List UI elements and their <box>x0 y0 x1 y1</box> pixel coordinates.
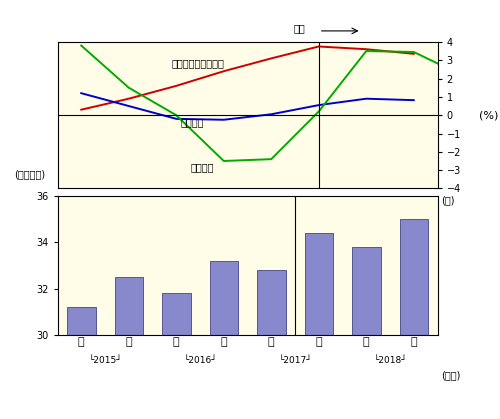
Bar <box>114 277 143 335</box>
Bar <box>352 247 380 335</box>
Text: └2016┘: └2016┘ <box>183 356 217 365</box>
Text: 設備投賄: 設備投賄 <box>190 162 214 172</box>
Text: 予測: 予測 <box>294 23 306 33</box>
Bar <box>304 233 333 335</box>
Bar <box>162 293 190 335</box>
Text: └2018┘: └2018┘ <box>373 356 407 365</box>
Text: └2015┘: └2015┘ <box>88 356 122 365</box>
Text: 特別積合せトラック: 特別積合せトラック <box>172 58 224 68</box>
Text: (期): (期) <box>442 196 455 206</box>
Bar <box>257 270 286 335</box>
Text: (百万トン): (百万トン) <box>14 169 45 179</box>
Bar <box>210 261 238 335</box>
Bar <box>400 219 428 335</box>
Text: (年度): (年度) <box>442 370 460 380</box>
Text: 個人消費: 個人消費 <box>181 117 204 127</box>
Y-axis label: (%): (%) <box>479 110 498 120</box>
Bar <box>67 307 96 335</box>
Text: └2017┘: └2017┘ <box>278 356 312 365</box>
